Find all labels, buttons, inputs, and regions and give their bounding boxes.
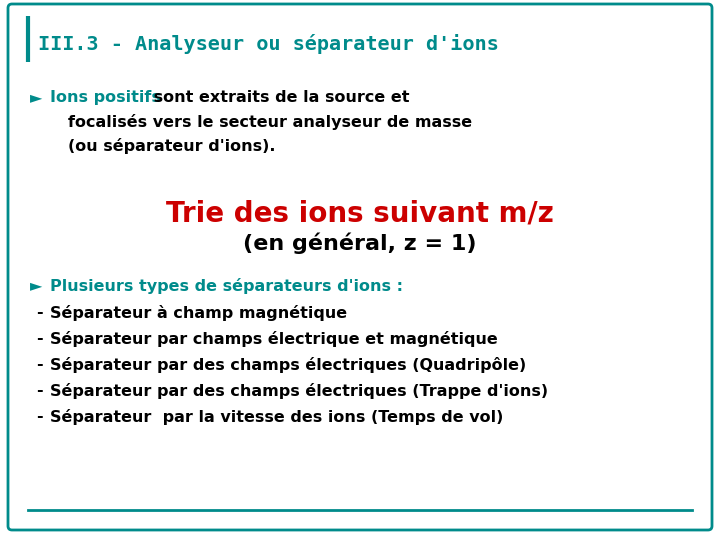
Text: (ou séparateur d'ions).: (ou séparateur d'ions). <box>68 138 276 154</box>
Text: Ions positifs: Ions positifs <box>50 90 161 105</box>
Text: Séparateur à champ magnétique: Séparateur à champ magnétique <box>50 305 347 321</box>
Text: (en général, z = 1): (en général, z = 1) <box>243 232 477 253</box>
Text: Trie des ions suivant m/z: Trie des ions suivant m/z <box>166 200 554 228</box>
Text: -: - <box>36 357 42 372</box>
Text: Séparateur par des champs électriques (Quadripôle): Séparateur par des champs électriques (Q… <box>50 357 526 373</box>
Text: ►: ► <box>30 90 42 105</box>
FancyBboxPatch shape <box>8 4 712 530</box>
Text: -: - <box>36 409 42 424</box>
Text: ►: ► <box>30 278 42 293</box>
Text: Séparateur par champs électrique et magnétique: Séparateur par champs électrique et magn… <box>50 331 498 347</box>
Text: -: - <box>36 383 42 398</box>
Text: focalisés vers le secteur analyseur de masse: focalisés vers le secteur analyseur de m… <box>68 114 472 130</box>
Text: Plusieurs types de séparateurs d'ions :: Plusieurs types de séparateurs d'ions : <box>50 278 403 294</box>
Text: III.3 - Analyseur ou séparateur d'ions: III.3 - Analyseur ou séparateur d'ions <box>38 34 499 54</box>
Text: -: - <box>36 331 42 346</box>
Text: sont extraits de la source et: sont extraits de la source et <box>148 90 410 105</box>
Text: Séparateur par des champs électriques (Trappe d'ions): Séparateur par des champs électriques (T… <box>50 383 548 399</box>
Text: Séparateur  par la vitesse des ions (Temps de vol): Séparateur par la vitesse des ions (Temp… <box>50 409 503 425</box>
Text: -: - <box>36 305 42 320</box>
